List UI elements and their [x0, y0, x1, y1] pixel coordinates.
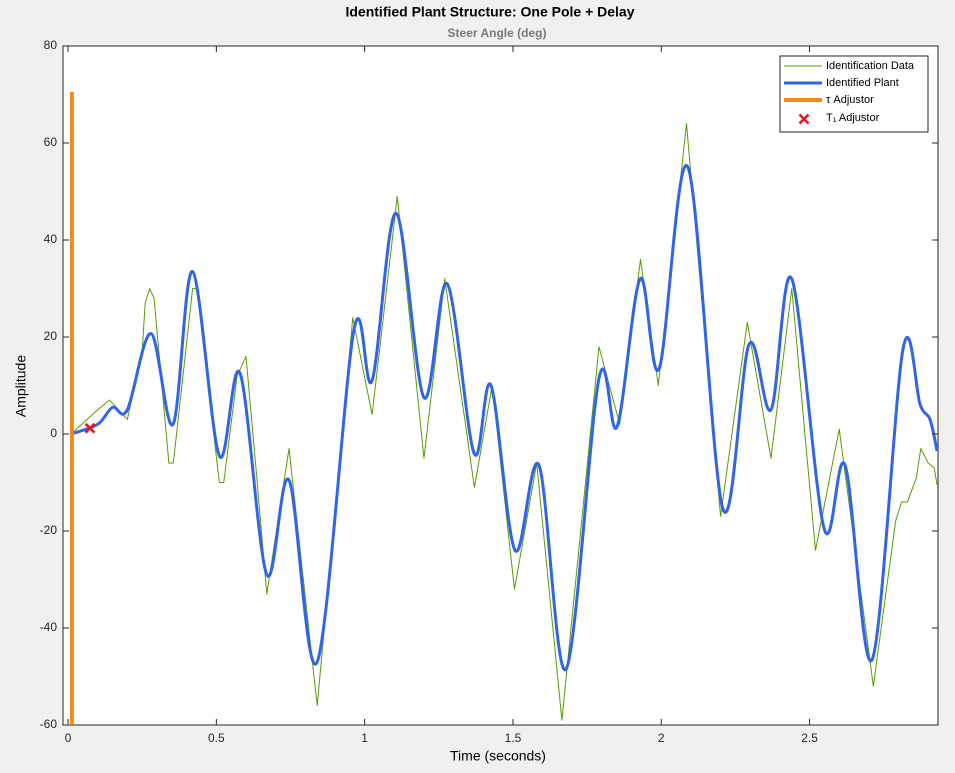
y-tick-label: -40 — [40, 620, 58, 634]
legend: Identification Data Identified Plant τ Adj… — [779, 55, 929, 133]
plot-layer — [69, 92, 939, 725]
y-tick-label: 80 — [44, 38, 58, 52]
legend-label: Identified Plant — [826, 77, 899, 89]
legend-label: τ Adjustor — [826, 94, 874, 106]
y-axis-label: Amplitude — [13, 355, 29, 417]
chart-title: Identified Plant Structure: One Pole + D… — [345, 4, 634, 20]
x-tick-label: 1.5 — [505, 731, 522, 745]
legend-label: T₁ Adjustor — [826, 112, 880, 124]
x-axis-label: Time (seconds) — [450, 748, 546, 764]
y-tick-label: 40 — [44, 232, 58, 246]
x-tick-label: 2.5 — [801, 731, 818, 745]
x-tick-label: 0 — [65, 731, 72, 745]
legend-label: Identification Data — [826, 60, 915, 72]
series-line — [70, 123, 938, 721]
x-tick-label: 0.5 — [208, 731, 225, 745]
x-tick-label: 2 — [658, 731, 665, 745]
y-tick-label: 0 — [50, 426, 57, 440]
y-tick-label: -20 — [40, 523, 58, 537]
y-tick-label: -60 — [40, 717, 58, 731]
x-tick-label: 1 — [361, 731, 368, 745]
y-tick-label: 20 — [44, 329, 58, 343]
chart-subtitle: Steer Angle (deg) — [448, 26, 547, 40]
series-line — [70, 163, 939, 672]
y-tick-label: 60 — [44, 135, 58, 149]
marker — [84, 422, 96, 434]
legend-marker — [798, 113, 810, 125]
